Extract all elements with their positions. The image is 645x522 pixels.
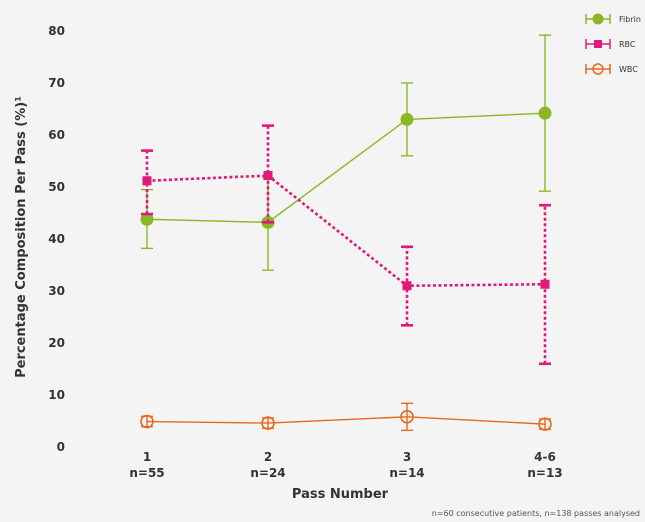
legend-item-wbc: WBC xyxy=(585,63,638,75)
series-layer xyxy=(140,34,552,432)
x-tick-label: 2 xyxy=(264,450,272,464)
y-axis-ticks: 0 10 20 30 40 50 60 70 80 xyxy=(48,24,65,454)
y-axis-title: Percentage Composition Per Pass (%)¹ xyxy=(14,96,29,378)
series-line xyxy=(146,112,546,224)
x-tick-sublabel: n=14 xyxy=(389,466,424,480)
legend-marker xyxy=(592,63,604,75)
y-tick-label: 70 xyxy=(48,76,65,90)
y-tick-label: 40 xyxy=(48,232,65,246)
series-line xyxy=(146,174,546,288)
legend-label: Fibrin xyxy=(619,15,641,24)
data-point xyxy=(263,171,273,181)
x-axis-ticks: 1 n=55 2 n=24 3 n=14 4-6 n=13 xyxy=(129,450,562,480)
legend-marker xyxy=(594,40,602,48)
data-point xyxy=(400,410,414,424)
y-tick-label: 20 xyxy=(48,336,65,350)
x-tick-label: 1 xyxy=(143,450,151,464)
data-point xyxy=(400,112,414,126)
y-tick-label: 80 xyxy=(48,24,65,38)
data-point xyxy=(402,281,412,291)
legend: Fibrin RBC WBC xyxy=(585,13,641,75)
data-point xyxy=(140,414,154,429)
data-point xyxy=(538,417,552,431)
footnote: n=60 consecutive patients, n=138 passes … xyxy=(431,509,640,518)
y-tick-label: 50 xyxy=(48,180,65,194)
series-wbc xyxy=(140,402,552,432)
y-tick-label: 30 xyxy=(48,284,65,298)
x-tick-sublabel: n=55 xyxy=(129,466,164,480)
data-point xyxy=(538,106,552,120)
x-axis-title: Pass Number xyxy=(292,487,389,502)
legend-marker xyxy=(592,13,604,25)
data-point xyxy=(261,416,275,430)
series-fibrin xyxy=(140,34,552,271)
x-tick-sublabel: n=24 xyxy=(250,466,285,480)
y-tick-label: 0 xyxy=(57,440,65,454)
data-point xyxy=(540,279,550,289)
data-point xyxy=(142,176,152,186)
data-point xyxy=(140,212,154,226)
x-tick-sublabel: n=13 xyxy=(527,466,562,480)
x-tick-label: 4-6 xyxy=(534,450,556,464)
y-tick-label: 10 xyxy=(48,388,65,402)
legend-label: WBC xyxy=(619,65,638,74)
legend-item-fibrin: Fibrin xyxy=(585,13,641,25)
y-tick-label: 60 xyxy=(48,128,65,142)
series-line xyxy=(146,416,546,425)
x-tick-label: 3 xyxy=(403,450,411,464)
legend-label: RBC xyxy=(619,40,636,49)
legend-item-rbc: RBC xyxy=(585,39,636,49)
series-rbc xyxy=(141,124,551,366)
